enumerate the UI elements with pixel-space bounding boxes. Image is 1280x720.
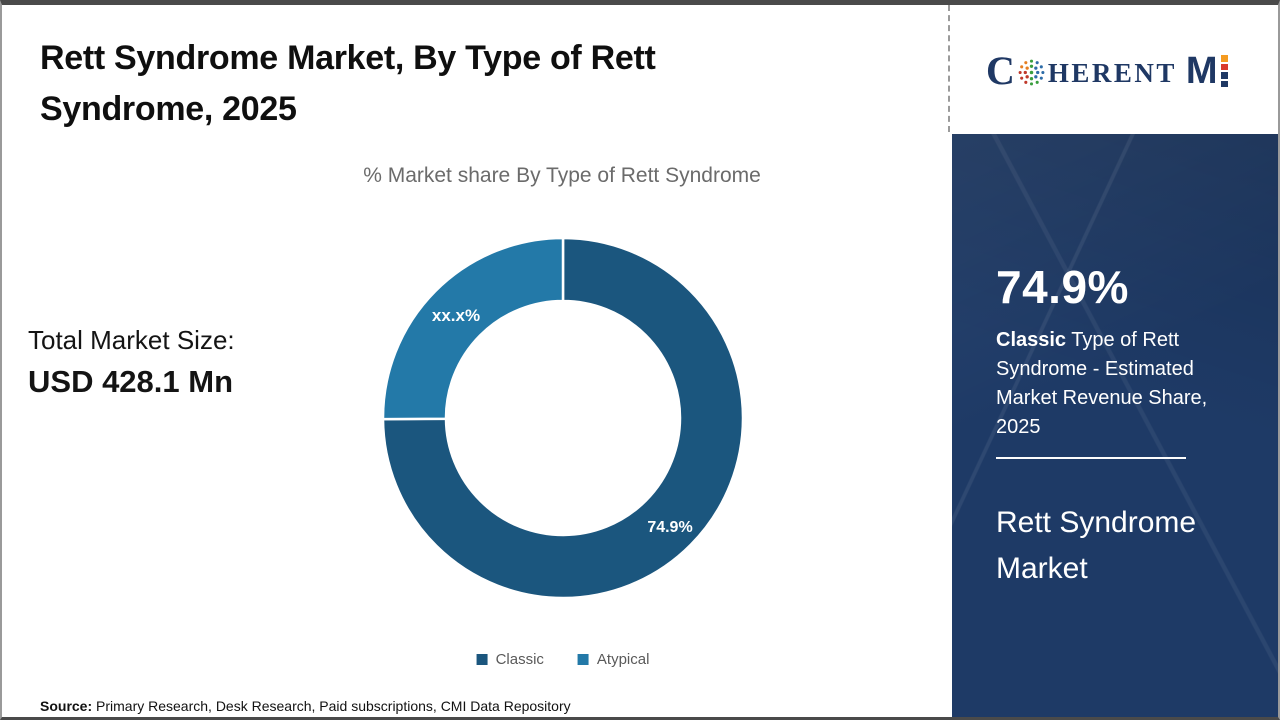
total-market-size-label: Total Market Size: [28, 325, 235, 355]
coherentmi-logo: C HERENT M [986, 51, 1228, 91]
highlight-panel: 74.9% Classic Type of Rett Syndrome - Es… [952, 134, 1278, 717]
logo-letter-i-icon [1220, 55, 1228, 87]
legend-swatch-classic [476, 654, 488, 665]
logo-letter-m: M [1185, 50, 1218, 92]
total-market-size: Total Market Size: USD 428.1 Mn [28, 325, 235, 400]
chart-legend: Classic Atypical [476, 651, 650, 668]
logo-letter-c: C [986, 48, 1015, 93]
legend-label-classic: Classic [495, 651, 544, 668]
slice-label-classic: 74.9% [647, 519, 693, 536]
chart-subtitle: % Market share By Type of Rett Syndrome [363, 164, 761, 187]
panel-stat-description: Classic Type of Rett Syndrome - Estimate… [996, 326, 1236, 442]
panel-title: Rett Syndrome Market [996, 506, 1197, 585]
page-title: Rett Syndrome Market, By Type of Rett Sy… [40, 33, 656, 135]
page-title-line1: Rett Syndrome Market, By Type of Rett [40, 39, 656, 77]
panel-stat-bold: Classic [996, 329, 1067, 351]
panel-stat-rest: Type of Rett Syndrome - Estimated Market… [996, 329, 1208, 438]
page-title-line2: Syndrome, 2025 [40, 90, 297, 128]
logo-letters-herent: HERENT [1047, 57, 1177, 88]
total-market-size-value: USD 428.1 Mn [28, 364, 234, 399]
legend-label-atypical: Atypical [596, 651, 650, 668]
donut-slice-atypical [381, 236, 565, 421]
legend-item-classic: Classic [476, 651, 544, 668]
donut-chart-svg [381, 236, 745, 600]
dashed-separator [948, 5, 950, 132]
legend-swatch-atypical [577, 654, 589, 665]
source-label: Source: [40, 698, 93, 714]
panel-stat-value: 74.9% [996, 261, 1129, 313]
panel-divider [996, 457, 1186, 459]
source-text: Primary Research, Desk Research, Paid su… [92, 698, 571, 714]
donut-chart: xx.x% 74.9% [379, 234, 747, 602]
donut-slice-classic [381, 236, 745, 600]
legend-item-atypical: Atypical [577, 651, 650, 668]
slice-label-atypical: xx.x% [431, 306, 481, 325]
coherentmi-globe-icon [1018, 59, 1045, 85]
source-note: Source: Primary Research, Desk Research,… [40, 698, 571, 714]
